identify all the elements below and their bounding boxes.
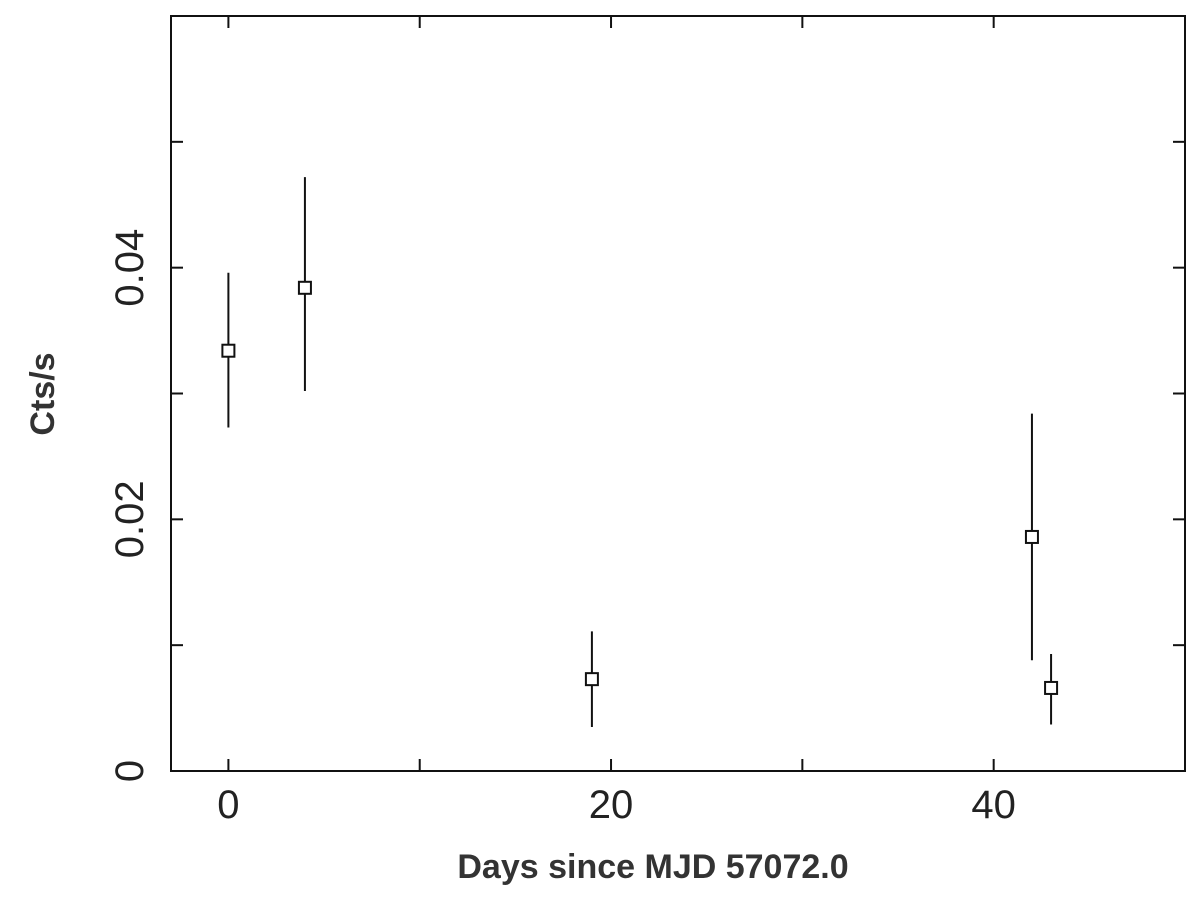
axis-ticks <box>171 16 1185 772</box>
y-tick-label: 0.04 <box>108 229 152 307</box>
y-tick-label: 0 <box>108 760 152 782</box>
data-point-marker <box>297 280 312 295</box>
x-tick-label: 20 <box>589 783 634 827</box>
data-points <box>221 177 1059 727</box>
y-tick-label: 0.02 <box>108 480 152 558</box>
x-tick-label: 0 <box>217 783 239 827</box>
data-point-marker <box>221 343 236 358</box>
data-point-marker <box>584 672 599 687</box>
axis-tick-labels: 0 20 40 0 0.02 0.04 <box>108 229 1016 827</box>
data-point-marker <box>1024 529 1039 544</box>
y-axis-title: Cts/s <box>24 352 62 435</box>
x-tick-label: 40 <box>971 783 1016 827</box>
x-axis-title: Days since MJD 57072.0 <box>457 848 848 886</box>
data-point-marker <box>1044 680 1059 695</box>
